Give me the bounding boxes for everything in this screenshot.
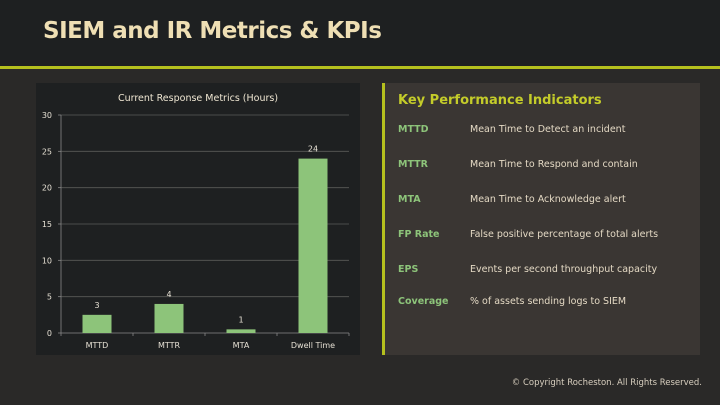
- kpi-abbr: Coverage: [398, 296, 449, 307]
- x-tick-label: MTTR: [158, 341, 181, 350]
- data-label: 1: [238, 315, 243, 324]
- header-divider: [0, 66, 720, 69]
- bar: [82, 314, 112, 333]
- kpi-panel: Key Performance Indicators MTTD Mean Time…: [382, 83, 700, 355]
- y-tick-label: 20: [42, 184, 52, 193]
- kpi-description: False positive percentage of total alert…: [470, 229, 659, 240]
- x-tick-label: MTA: [233, 341, 250, 350]
- y-tick-label: 10: [42, 256, 52, 265]
- kpi-description: Mean Time to Detect an incident: [470, 124, 626, 135]
- y-tick-label: 15: [42, 220, 52, 229]
- kpi-abbr: MTTD: [398, 124, 429, 135]
- bar: [154, 303, 184, 333]
- bar-chart: Current Response Metrics (Hours) 0 5 10 15 2…: [42, 93, 350, 350]
- kpi-abbr: EPS: [398, 264, 419, 275]
- kpi-abbr: FP Rate: [398, 229, 440, 240]
- kpi-description: Mean Time to Acknowledge alert: [470, 194, 626, 205]
- kpi-title: Key Performance Indicators: [398, 93, 602, 108]
- bar: [226, 329, 256, 333]
- chart-panel: Current Response Metrics (Hours) 0 5 10 15 2…: [36, 83, 360, 355]
- page-title: SIEM and IR Metrics & KPIs: [43, 18, 382, 44]
- chart-title: Current Response Metrics (Hours): [118, 93, 278, 104]
- y-tick-label: 25: [42, 147, 52, 156]
- x-tick-label: Dwell Time: [291, 341, 335, 350]
- kpi-abbr: MTTR: [398, 159, 428, 170]
- header-bar: SIEM and IR Metrics & KPIs: [0, 0, 720, 66]
- kpi-description: Events per second throughput capacity: [470, 264, 658, 275]
- data-label: 4: [166, 290, 171, 299]
- copyright-footer: © Copyright Rocheston. All Rights Reserv…: [511, 378, 702, 388]
- y-tick-label: 30: [42, 111, 52, 120]
- data-label: 24: [308, 145, 318, 154]
- kpi-description: % of assets sending logs to SIEM: [470, 296, 627, 307]
- kpi-abbr: MTA: [398, 194, 421, 205]
- data-label: 3: [94, 301, 99, 310]
- bar: [298, 158, 328, 333]
- kpi-description: Mean Time to Respond and contain: [470, 159, 638, 170]
- y-tick-label: 0: [47, 329, 52, 338]
- y-tick-label: 5: [47, 293, 52, 302]
- x-tick-label: MTTD: [86, 341, 109, 350]
